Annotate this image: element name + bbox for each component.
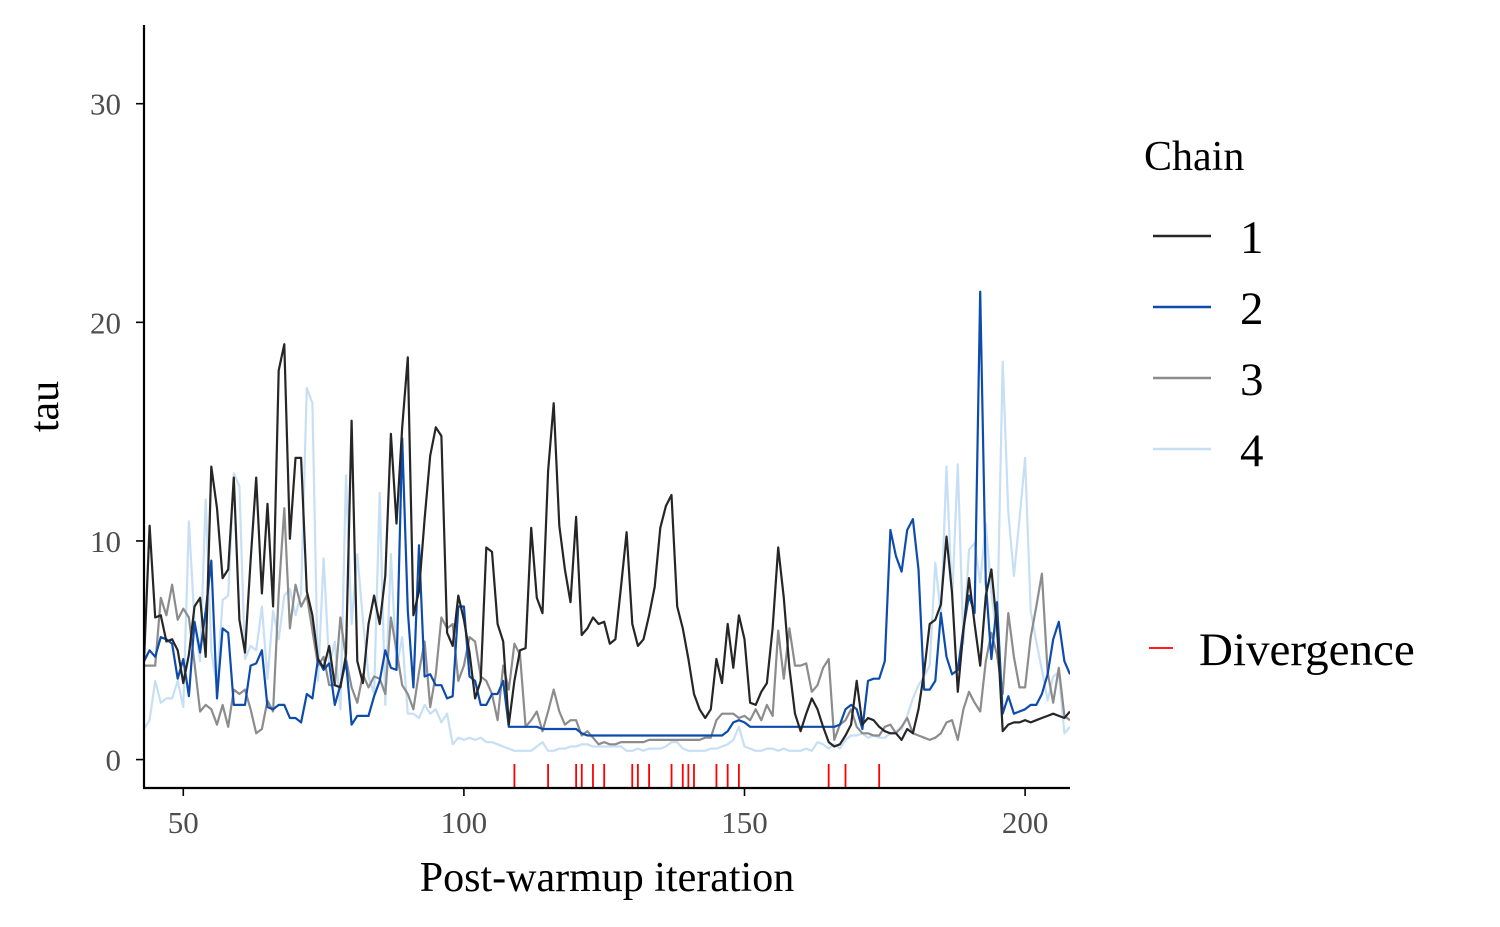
x-tick-label: 200 — [1002, 805, 1049, 840]
y-tick-label: 0 — [106, 743, 122, 778]
y-axis-title: tau — [22, 381, 68, 432]
series-line-chain-2 — [144, 290, 1070, 737]
legend-title: Chain — [1144, 134, 1244, 180]
series-layer — [144, 290, 1070, 752]
legend-label-chain-2: 2 — [1240, 283, 1264, 335]
x-tick-label: 50 — [168, 805, 199, 840]
series-line-chain-4 — [144, 360, 1070, 752]
legend-label-chain-3: 3 — [1240, 354, 1264, 406]
y-tick-label: 10 — [90, 524, 121, 559]
legend-label-chain-4: 4 — [1240, 425, 1264, 477]
x-tick-label: 100 — [441, 805, 488, 840]
divergence-markers — [513, 764, 881, 788]
legend-divergence-label: Divergence — [1199, 624, 1415, 676]
axes — [142, 25, 1070, 790]
series-line-chain-1 — [144, 343, 1070, 748]
legend: Chain 1 2 3 4 Divergence — [1144, 134, 1415, 676]
y-tick-label: 20 — [90, 305, 121, 340]
x-tick-label: 150 — [721, 805, 768, 840]
legend-label-chain-1: 1 — [1240, 212, 1264, 264]
series-line-chain-3 — [144, 507, 1070, 746]
y-tick-label: 30 — [90, 87, 121, 122]
legend-items: 1 2 3 4 — [1153, 212, 1264, 477]
x-axis-title: Post-warmup iteration — [420, 855, 794, 901]
tick-labels: 50 100 150 200 0 10 20 30 — [90, 87, 1048, 840]
